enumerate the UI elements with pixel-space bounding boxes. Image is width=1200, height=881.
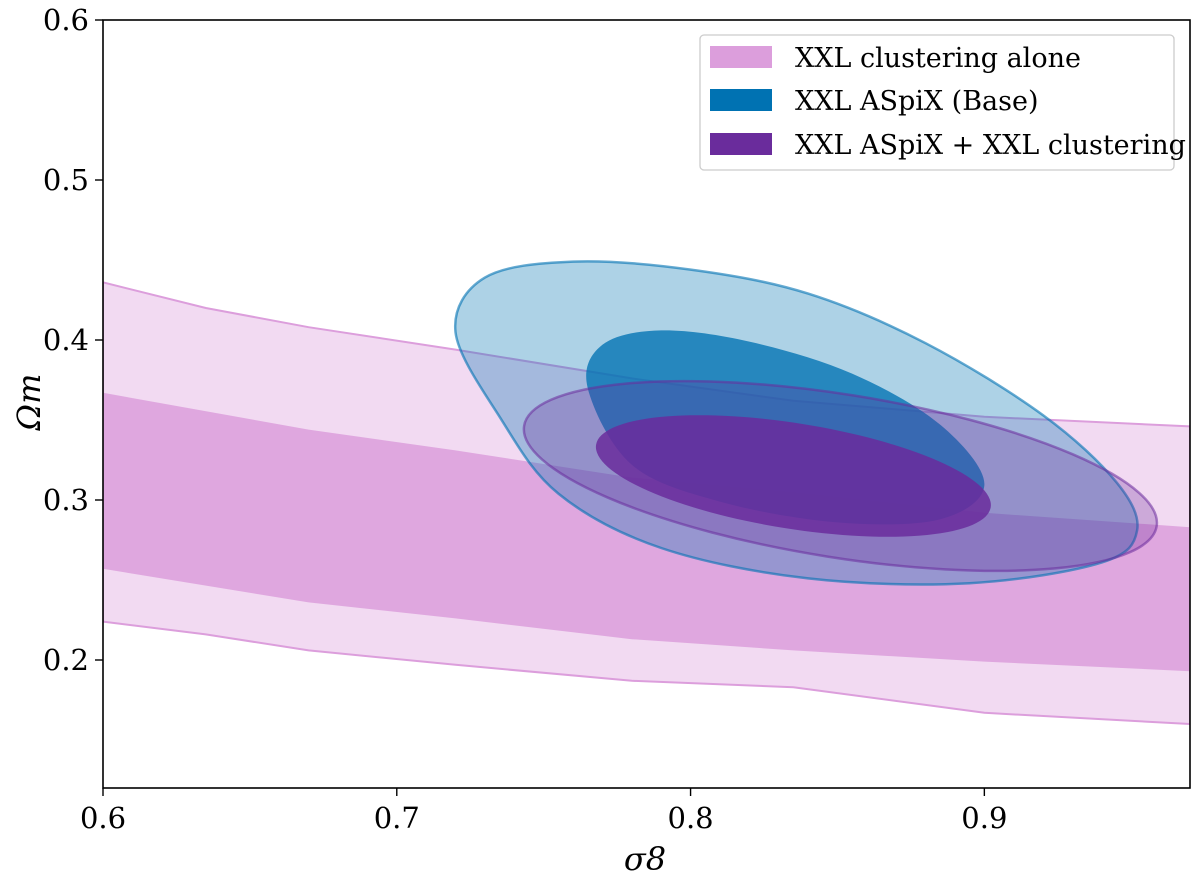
y-tick-label: 0.6 bbox=[43, 3, 89, 37]
axes bbox=[102, 19, 1191, 789]
y-tick-label: 0.4 bbox=[43, 323, 89, 357]
legend-label-combined: XXL ASpiX + XXL clustering bbox=[795, 130, 1186, 161]
axes-frame bbox=[102, 19, 1191, 789]
legend-label-aspix: XXL ASpiX (Base) bbox=[795, 86, 1039, 117]
y-tick-label: 0.3 bbox=[43, 483, 89, 517]
legend-swatch-clustering bbox=[710, 46, 772, 68]
combined-1sigma-contour bbox=[595, 415, 991, 537]
legend-swatch-combined bbox=[710, 133, 772, 155]
legend-swatch-aspix bbox=[710, 89, 772, 111]
x-tick-label: 0.9 bbox=[961, 801, 1007, 835]
x-tick-label: 0.8 bbox=[668, 801, 714, 835]
clustering-1sigma-band bbox=[103, 392, 1190, 672]
y-axis-label: Ωm bbox=[10, 374, 48, 432]
x-axis-label: σ8 bbox=[624, 840, 666, 878]
legend-frame bbox=[699, 34, 1175, 171]
x-tick-label: 0.7 bbox=[374, 801, 420, 835]
plot-area bbox=[103, 260, 1190, 726]
y-tick-label: 0.2 bbox=[43, 643, 89, 677]
x-tick-label: 0.6 bbox=[80, 801, 126, 835]
tick-group: 0.6 0.7 0.8 0.9 0.2 0.3 0.4 0.5 0.6 bbox=[43, 3, 1008, 835]
legend: XXL clustering alone XXL ASpiX (Base) XX… bbox=[699, 34, 1186, 171]
legend-label-clustering: XXL clustering alone bbox=[795, 43, 1081, 74]
y-tick-label: 0.5 bbox=[43, 163, 89, 197]
